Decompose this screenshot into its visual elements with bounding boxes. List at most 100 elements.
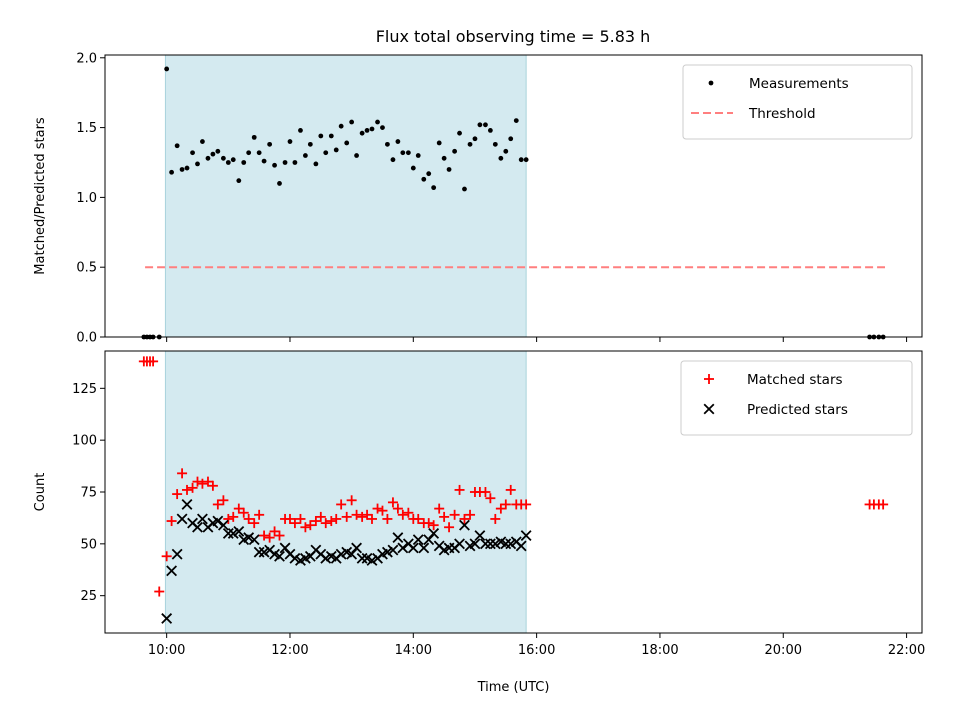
legend-box: [682, 64, 913, 140]
data-point-dot: [328, 133, 334, 139]
data-point-dot: [487, 127, 493, 133]
data-point-x-b: [233, 525, 245, 537]
data-point-dot: [349, 119, 355, 125]
data-point-plus: [434, 503, 445, 514]
data-point-plus: [454, 484, 465, 495]
data-point-x: [484, 538, 496, 550]
data-point-x-b: [346, 548, 358, 560]
data-point-plus: [192, 476, 203, 487]
legend-label: Matched stars: [747, 372, 843, 388]
data-point-plus: [505, 484, 516, 495]
data-point-dot: [313, 161, 319, 167]
data-point-dot: [431, 185, 437, 191]
data-point-x-b: [192, 521, 203, 533]
data-point-plus: [366, 513, 377, 524]
bottom-panel-x-axis: 10:00 12:00 14:00 16:00 18:00 20:00 22:00: [148, 633, 925, 658]
data-point-dot: [318, 133, 324, 139]
data-point-plus: [341, 511, 352, 522]
data-point-dot: [483, 122, 488, 128]
data-point-x-b: [500, 538, 512, 550]
data-point-dot: [472, 136, 478, 142]
data-point-x: [423, 534, 435, 546]
data-point-x: [161, 613, 173, 624]
data-point-dot: [195, 161, 200, 167]
data-point-dot: [385, 141, 390, 147]
data-point-dot: [333, 147, 339, 153]
data-point-plus: [207, 480, 218, 491]
data-point-x-b: [397, 542, 409, 554]
data-point-plus: [449, 509, 460, 520]
legend-label: Predicted stars: [747, 402, 848, 418]
data-point-dot: [179, 167, 185, 172]
data-point-dot: [359, 130, 365, 136]
data-point-x-b: [176, 513, 188, 525]
data-point-x: [166, 565, 178, 577]
data-point-plus: [161, 551, 172, 562]
y-tick-label: 2.0: [76, 51, 97, 66]
data-point-dot: [210, 151, 216, 157]
y-tick-label: 25: [80, 589, 97, 604]
data-point-plus: [439, 511, 450, 522]
data-point-plus: [372, 503, 383, 514]
data-point-dot: [220, 155, 226, 161]
data-point-x-b: [166, 565, 178, 577]
data-point-x: [418, 542, 430, 554]
data-point-x: [196, 513, 208, 525]
data-point-x: [520, 530, 532, 541]
data-point-plus: [500, 499, 511, 510]
data-point-dot: [190, 150, 195, 156]
data-point-plus: [254, 509, 265, 520]
data-point-x: [515, 540, 527, 552]
top-panel-x-axis: [166, 337, 908, 342]
data-point-x-b: [480, 538, 491, 550]
data-point-dot: [390, 157, 396, 163]
data-point-x-b: [407, 542, 419, 554]
data-point-x-b: [459, 519, 470, 531]
data-point-x: [454, 538, 465, 550]
data-point-dot: [200, 139, 205, 144]
data-point-plus: [166, 516, 177, 527]
top-panel-shade: [165, 55, 527, 337]
data-point-x-b: [356, 552, 368, 564]
data-point-dot: [436, 140, 442, 146]
data-point-x-b: [423, 534, 435, 546]
data-point-dot: [380, 125, 385, 130]
data-point-dot: [236, 178, 242, 184]
data-point-plus: [413, 513, 424, 524]
data-point-plus: [172, 489, 183, 500]
legend-label: Measurements: [749, 76, 849, 92]
data-point-plus: [305, 520, 316, 531]
data-point-plus: [331, 513, 342, 524]
data-point-plus: [264, 532, 275, 543]
data-point-plus: [387, 497, 398, 508]
x-axis-label: Time (UTC): [477, 680, 550, 695]
data-point-dot: [523, 157, 529, 163]
bottom-panel: 25 50 75 100 125 10:00 12:00 14:00 16:00 18:00 20…: [33, 350, 925, 695]
top-panel: 0.00.51.01.52.0 Matched/Predicted stars …: [33, 51, 923, 346]
data-point-x-b: [428, 528, 440, 539]
data-point-plus: [228, 511, 239, 522]
data-point-dot: [498, 155, 504, 161]
data-point-plus: [480, 487, 491, 497]
data-point-x: [397, 542, 409, 554]
data-point-x: [351, 542, 363, 554]
data-point-dot: [338, 123, 344, 129]
data-point-plus: [289, 518, 300, 529]
data-point-plus: [357, 511, 368, 522]
legend-swatch-x-b: [703, 403, 715, 415]
data-point-dot: [164, 66, 170, 72]
data-point-plus: [490, 513, 501, 524]
data-point-x-b: [520, 530, 532, 541]
data-point-x: [407, 542, 419, 554]
data-point-plus: [295, 513, 306, 524]
data-point-x-b: [253, 546, 265, 558]
x-tick-label: 22:00: [888, 643, 925, 658]
data-point-plus: [259, 530, 270, 541]
data-point-dot: [415, 153, 421, 158]
data-point-x-b: [392, 532, 404, 544]
data-point-x: [248, 534, 260, 546]
data-point-x-b: [351, 542, 363, 554]
data-point-plus: [428, 520, 439, 531]
data-point-plus: [212, 499, 223, 510]
data-point-plus: [392, 503, 403, 514]
